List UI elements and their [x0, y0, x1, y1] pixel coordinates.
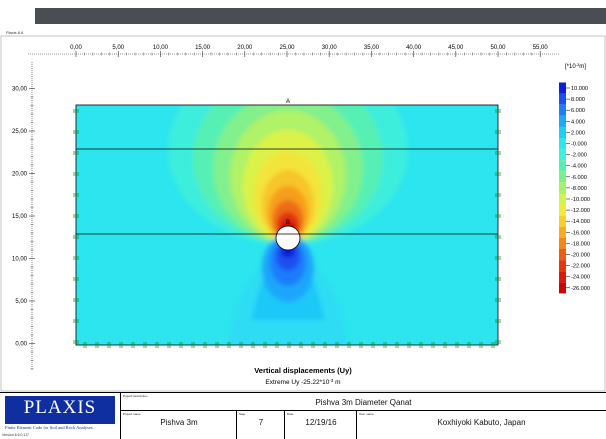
legend-swatch: [559, 93, 566, 105]
legend-value: 10.000: [571, 86, 588, 92]
legend-swatch: [559, 171, 566, 183]
project-name: Pishva 3m: [160, 418, 198, 427]
window-top-bar: [35, 8, 606, 24]
legend-value: 8.000: [571, 97, 585, 103]
plot-title: Vertical displacements (Uy): [254, 366, 352, 375]
title-block: PLAXIS Finite Element Code for Soil and …: [0, 392, 606, 439]
legend-swatch: [559, 104, 566, 116]
contour-field: [76, 105, 498, 345]
legend-value: -22.000: [571, 264, 590, 270]
step-caption: Step: [239, 412, 246, 416]
y-tick-label: 5,00: [15, 299, 27, 305]
legend-swatch: [559, 115, 566, 127]
legend-value: -20.000: [571, 253, 590, 259]
date-caption: Date: [287, 412, 294, 416]
legend-value: -4.000: [571, 164, 587, 170]
legend-value: -6.000: [571, 175, 587, 181]
legend-swatch: [559, 237, 566, 249]
point-a-label: A: [286, 99, 290, 105]
legend-value: 4.000: [571, 119, 585, 125]
x-axis: 0,00 5,00 10,00 15,00 20,00 25,00 30,00 35,00 40…: [28, 45, 560, 57]
x-tick-label: 45,00: [448, 45, 464, 51]
legend-value: -26.000: [571, 286, 590, 292]
legend-value: 2.000: [571, 130, 585, 136]
plaxis-logo-text: PLAXIS: [23, 397, 97, 418]
date-value: 12/19/16: [305, 418, 337, 427]
y-tick-label: 20,00: [12, 172, 28, 178]
legend-value: -2.000: [571, 153, 587, 159]
x-tick-label: 0,00: [70, 45, 82, 51]
date-cell: Date 12/19/16: [285, 411, 357, 439]
model-boundary: [75, 104, 499, 346]
x-tick-label: 10,00: [153, 45, 169, 51]
user-name: Koxhiyoki Kabuto, Japan: [437, 418, 526, 427]
legend-swatch: [559, 260, 566, 272]
unit-label: [*10-3m]: [565, 62, 586, 70]
extreme-value-text: Extreme Uy -25.22*10-3 m: [265, 378, 340, 386]
legend-value: -8.000: [571, 186, 587, 192]
x-tick-label: 25,00: [279, 45, 295, 51]
legend-swatch: [559, 226, 566, 238]
legend-value: -14.000: [571, 219, 590, 225]
plaxis-logo: [5, 396, 115, 424]
x-tick-label: 30,00: [322, 45, 338, 51]
legend-swatch: [559, 215, 566, 227]
logo-box: PLAXIS Finite Element Code for Soil and …: [0, 393, 121, 439]
legend-value: -12.000: [571, 208, 590, 214]
legend-value: -24.000: [571, 275, 590, 281]
x-tick-label: 55,00: [533, 45, 549, 51]
x-tick-label: 15,00: [195, 45, 211, 51]
project-description: Pishva 3m Diameter Qanat: [315, 398, 412, 407]
y-axis: 30,00 25,00 20,00 15,00 10,00 5,00 0,00: [12, 62, 35, 370]
logo-tagline: Finite Element Code for Soil and Rock An…: [5, 425, 93, 430]
x-tick-label: 20,00: [237, 45, 253, 51]
y-tick-label: 0,00: [15, 342, 27, 348]
version-label: Version 8.6.0.117: [2, 433, 29, 437]
legend-value: -10.000: [571, 197, 590, 203]
project-name-cell: Project name Pishva 3m: [121, 411, 237, 439]
legend-swatch: [559, 182, 566, 194]
project-desc-caption: Project description: [123, 394, 148, 398]
legend-swatch: [559, 149, 566, 161]
project-desc-cell: Project description Pishva 3m Diameter Q…: [121, 393, 606, 411]
project-name-caption: Project name: [123, 412, 141, 416]
legend-swatch: [559, 271, 566, 283]
legend-swatch: [559, 126, 566, 138]
y-tick-label: 25,00: [12, 129, 28, 135]
x-tick-label: 50,00: [490, 45, 506, 51]
legend-swatch: [559, 160, 566, 172]
point-b-label: B: [286, 220, 290, 226]
y-tick-label: 10,00: [12, 257, 28, 263]
x-tick-label: 40,00: [406, 45, 422, 51]
x-tick-label: 5,00: [112, 45, 124, 51]
legend-swatch: [559, 138, 566, 150]
legend-value: 6.000: [571, 108, 585, 114]
user-caption: User name: [359, 412, 374, 416]
x-tick-label: 35,00: [364, 45, 380, 51]
step-value: 7: [258, 418, 264, 427]
legend-swatch: [559, 282, 566, 294]
y-tick-label: 30,00: [12, 87, 28, 93]
app-version-label: Plaxis 8.6: [6, 30, 24, 35]
legend-swatch: [559, 193, 566, 205]
legend-swatch: [559, 82, 566, 94]
y-tick-label: 15,00: [12, 214, 28, 220]
step-cell: Step 7: [237, 411, 285, 439]
legend-swatch: [559, 204, 566, 216]
user-cell: User name Koxhiyoki Kabuto, Japan: [357, 411, 606, 439]
boundary-fixities: [73, 109, 501, 348]
tunnel-opening: [275, 225, 301, 251]
legend-swatch: [559, 249, 566, 261]
legend-value: -18.000: [571, 241, 590, 247]
color-legend: 10.000 8.000 6.000 4.000 2.000 -0.000 -2.000 -4…: [559, 82, 590, 294]
legend-value: -0.000: [571, 142, 587, 148]
legend-value: -16.000: [571, 230, 590, 236]
